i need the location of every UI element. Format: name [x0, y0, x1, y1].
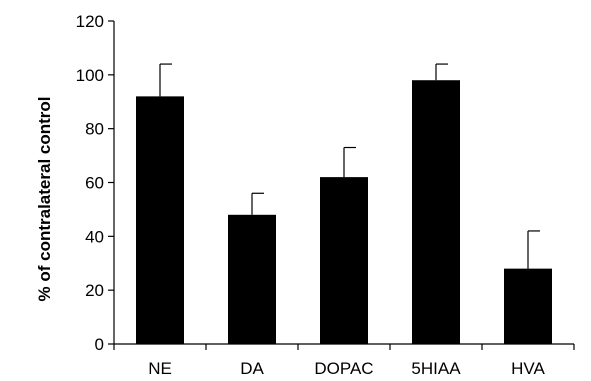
y-tick-label: 0 — [95, 335, 104, 354]
y-tick-label: 60 — [85, 174, 104, 193]
y-axis-title: % of contralateral control — [35, 97, 54, 302]
x-category-label: DOPAC — [314, 359, 373, 378]
bar-da — [228, 214, 276, 344]
x-category-label: DA — [240, 359, 264, 378]
x-category-label: NE — [148, 359, 172, 378]
bar-dopac — [320, 177, 368, 344]
bar-hva — [504, 268, 552, 344]
bar-5hiaa — [412, 80, 460, 344]
x-category-label: 5HIAA — [411, 359, 461, 378]
y-tick-label: 120 — [76, 12, 104, 31]
bar-ne — [136, 96, 184, 344]
y-tick-label: 20 — [85, 281, 104, 300]
x-category-label: HVA — [511, 359, 545, 378]
y-tick-label: 40 — [85, 227, 104, 246]
y-tick-label: 80 — [85, 120, 104, 139]
y-tick-label: 100 — [76, 66, 104, 85]
